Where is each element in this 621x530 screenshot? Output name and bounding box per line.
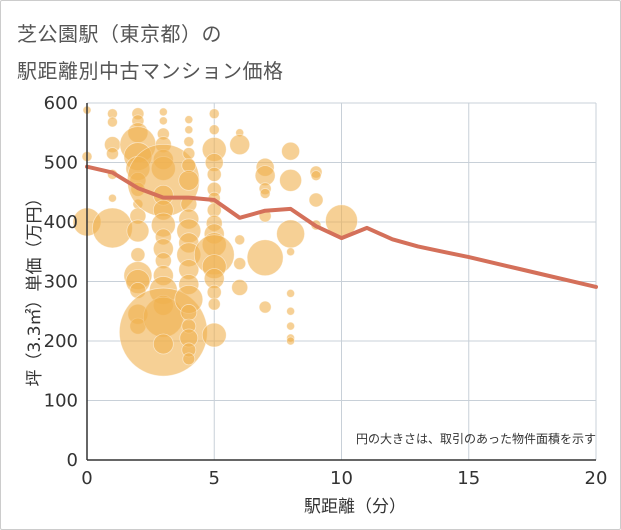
data-bubble	[208, 108, 220, 120]
data-bubble	[126, 219, 150, 243]
data-bubble	[281, 141, 301, 161]
data-bubble	[206, 166, 222, 182]
x-tick-label: 0	[81, 468, 92, 489]
axes: 0 100 200 300 400 500 600 0 5 10 15 20	[44, 93, 608, 489]
data-bubble	[286, 247, 296, 257]
data-bubble	[276, 219, 306, 249]
data-bubble	[286, 288, 296, 298]
y-tick-label: 200	[44, 331, 78, 352]
data-bubble	[259, 188, 271, 199]
y-tick-label: 300	[44, 272, 78, 293]
y-tick-label: 0	[67, 450, 78, 471]
data-bubble	[246, 239, 284, 277]
data-bubble	[286, 336, 296, 346]
data-bubble	[207, 297, 221, 311]
data-bubble	[231, 279, 249, 296]
data-bubble	[310, 170, 322, 181]
bubble-size-note: 円の大きさは、取引のあった物件面積を示す	[356, 431, 596, 446]
y-tick-label: 100	[44, 391, 78, 412]
data-bubble	[286, 306, 296, 316]
data-bubble	[208, 124, 220, 136]
data-bubble	[184, 115, 194, 125]
data-bubble	[206, 284, 222, 300]
data-bubble	[158, 116, 168, 126]
chart-title-line1: 芝公園駅（東京都）の	[17, 22, 222, 46]
data-bubble	[233, 257, 247, 271]
data-bubble	[182, 352, 196, 366]
data-bubble	[130, 247, 146, 263]
data-bubble	[229, 134, 251, 156]
y-tick-label: 600	[44, 93, 78, 114]
data-bubble	[107, 116, 118, 128]
trend-line-layer	[85, 164, 598, 289]
bubble-layer	[72, 105, 358, 377]
data-bubble	[286, 321, 296, 331]
y-tick-label: 400	[44, 212, 78, 233]
x-tick-label: 5	[209, 468, 220, 489]
data-bubble	[279, 168, 303, 192]
y-axis-title: 坪（3.3㎡）単価（万円）	[25, 189, 45, 386]
data-bubble	[201, 322, 227, 348]
data-bubble	[183, 136, 195, 148]
data-bubble	[158, 107, 168, 117]
y-tick-label: 500	[44, 153, 78, 174]
data-bubble	[180, 304, 198, 321]
x-axis-title: 駅距離（分）	[304, 497, 406, 517]
data-bubble	[184, 125, 194, 135]
data-bubble	[234, 234, 246, 246]
average-price-line	[85, 164, 598, 289]
data-bubble	[106, 147, 119, 160]
x-tick-label: 20	[585, 468, 608, 489]
data-bubble	[152, 333, 174, 355]
data-bubble	[108, 193, 117, 203]
x-tick-label: 10	[330, 468, 353, 489]
data-bubble	[308, 192, 324, 208]
data-bubble	[258, 300, 272, 314]
data-bubble	[178, 169, 200, 191]
chart-title-line2: 駅距離別中古マンション価格	[17, 59, 284, 83]
data-bubble	[92, 207, 133, 249]
x-tick-label: 15	[457, 468, 480, 489]
data-bubble	[182, 147, 196, 160]
